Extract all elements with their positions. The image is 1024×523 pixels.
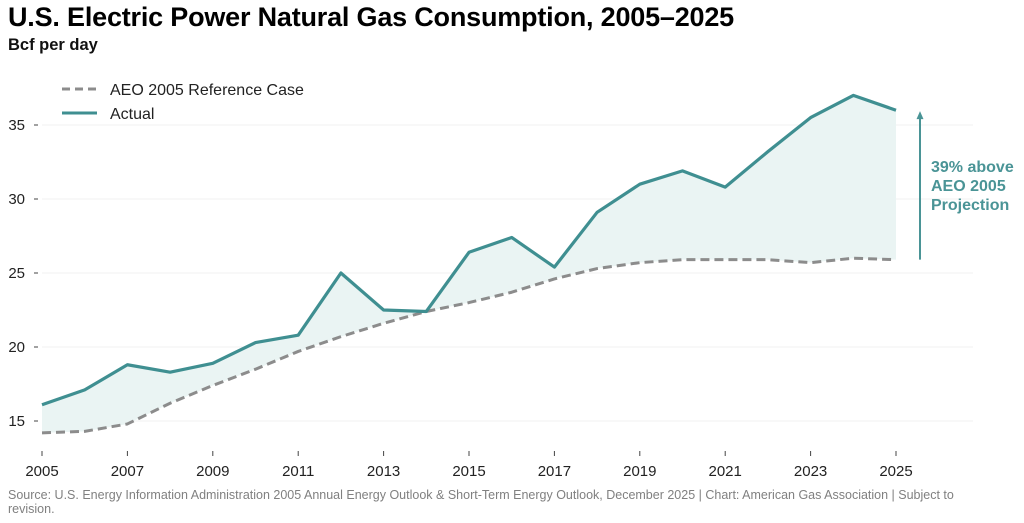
arrow-up-icon bbox=[916, 111, 924, 120]
x-tick-label: 2021 bbox=[709, 463, 742, 480]
y-tick-label: 35 bbox=[8, 117, 25, 134]
x-tick-label: 2025 bbox=[879, 463, 912, 480]
x-tick-label: 2007 bbox=[111, 463, 144, 480]
fill-between-area bbox=[42, 95, 896, 433]
x-tick-label: 2011 bbox=[282, 463, 314, 480]
series-lines bbox=[41, 93, 897, 435]
x-tick-label: 2015 bbox=[452, 463, 485, 480]
area-between-series bbox=[42, 95, 896, 433]
x-tick-label: 2019 bbox=[623, 463, 656, 480]
legend-label: AEO 2005 Reference Case bbox=[110, 82, 304, 99]
x-tick-label: 2017 bbox=[538, 463, 571, 480]
source-note: Source: U.S. Energy Information Administ… bbox=[8, 488, 954, 516]
series-line-aeo-2005-reference bbox=[41, 256, 897, 435]
x-tick-label: 2023 bbox=[794, 463, 827, 480]
x-tick-label: 2009 bbox=[196, 463, 229, 480]
legend: AEO 2005 Reference Case Actual bbox=[62, 82, 304, 123]
y-axis: 15 20 25 30 35 bbox=[8, 117, 38, 430]
y-tick-label: 15 bbox=[8, 413, 25, 430]
y-tick-label: 20 bbox=[8, 339, 25, 356]
x-axis: 2005 2007 2009 2011 2013 2015 2017 2019 2021 2023… bbox=[25, 451, 913, 480]
legend-label: Actual bbox=[110, 106, 154, 123]
annotation-label: AEO 2005 bbox=[931, 178, 1006, 195]
x-tick-label: 2013 bbox=[367, 463, 400, 480]
annotation-label: Projection bbox=[931, 197, 1009, 214]
series-line-actual bbox=[41, 93, 897, 407]
annotation: 39% above AEO 2005 Projection bbox=[916, 111, 1014, 260]
chart-subtitle: Bcf per day bbox=[8, 36, 98, 54]
chart-title: U.S. Electric Power Natural Gas Consumpt… bbox=[8, 2, 734, 32]
y-tick-label: 25 bbox=[8, 265, 25, 282]
y-tick-label: 30 bbox=[8, 191, 25, 208]
annotation-label: 39% above bbox=[931, 159, 1014, 176]
x-tick-label: 2005 bbox=[25, 463, 58, 480]
